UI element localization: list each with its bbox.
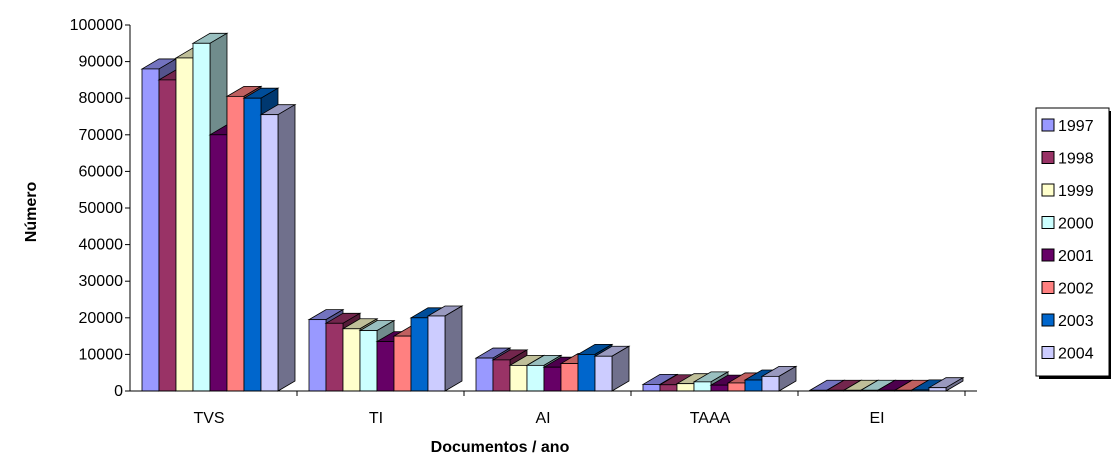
legend-label: 2004 [1058, 346, 1094, 363]
bar-front [158, 79, 177, 392]
bar [760, 365, 798, 392]
legend-label: 1999 [1058, 183, 1094, 200]
y-tick-label: 90000 [79, 54, 124, 71]
legend-swatch [1041, 248, 1055, 262]
legend-swatch [1041, 183, 1055, 197]
bar-front [560, 363, 579, 392]
legend-label: 2002 [1058, 281, 1094, 298]
legend-label: 1997 [1058, 118, 1094, 135]
x-axis-title: Documentos / ano [431, 439, 570, 456]
bar-front [509, 364, 528, 392]
legend-swatch [1041, 216, 1055, 229]
bar-front [393, 335, 412, 392]
bar-front [761, 375, 780, 392]
y-tick-label: 30000 [79, 273, 124, 290]
y-tick-label: 100000 [70, 17, 123, 34]
bar-front [676, 383, 695, 392]
bar-front [175, 57, 194, 392]
bar-front [226, 95, 245, 392]
bar [927, 377, 965, 392]
bar-front [410, 317, 429, 392]
x-tick-label: EI [869, 410, 884, 427]
y-tick-label: 50000 [79, 200, 124, 217]
bar-front [693, 381, 712, 392]
bars-layer [140, 32, 965, 392]
bar-front [342, 328, 361, 392]
axes-layer: 0 10000 20000 30000 40000 50000 60000 70000 8000… [70, 17, 977, 427]
y-tick-label: 0 [114, 383, 123, 400]
bar [593, 345, 631, 392]
bar-front [475, 357, 494, 392]
bar-front [308, 319, 327, 392]
y-tick-label: 70000 [79, 127, 124, 144]
y-tick-label: 20000 [79, 310, 124, 327]
bar-front [209, 134, 228, 392]
y-tick-label: 10000 [79, 346, 124, 363]
y-axis-title: Número [23, 182, 40, 243]
bar-front [325, 322, 344, 392]
y-tick-label: 40000 [79, 237, 124, 254]
bar-front [376, 341, 395, 392]
bar-front [141, 68, 160, 392]
legend-label: 2001 [1058, 248, 1094, 265]
legend-swatch [1041, 313, 1055, 327]
bar-front [427, 315, 446, 392]
bar [426, 305, 464, 392]
bar-front [543, 366, 562, 392]
legend-swatch [1041, 118, 1055, 132]
bar-front [594, 355, 613, 392]
legend: 1997 1998 1999 2000 2001 2002 2003 2004 [1035, 107, 1111, 379]
bar-front [727, 382, 746, 392]
bar-front [642, 384, 661, 392]
legend-box [1035, 107, 1110, 377]
legend-swatch [1041, 151, 1055, 164]
legend-swatch [1041, 281, 1055, 294]
bar-front [192, 42, 211, 392]
bar-front [659, 384, 678, 392]
bar-front [577, 353, 596, 392]
legend-label: 2003 [1058, 313, 1094, 330]
y-tick-label: 60000 [79, 163, 124, 180]
bar-front [359, 330, 378, 392]
bar-side [444, 305, 463, 392]
bar-side [277, 103, 296, 392]
x-tick-label: TAAA [690, 410, 731, 427]
x-tick-label: TI [369, 410, 383, 427]
bar [259, 103, 297, 392]
bar-front [526, 364, 545, 392]
legend-swatch [1041, 346, 1055, 359]
y-tick-label: 80000 [79, 90, 124, 107]
x-tick-label: AI [535, 410, 550, 427]
bar-front [243, 97, 262, 392]
bar-front [260, 114, 279, 392]
bar-front [710, 384, 729, 392]
bar-front [744, 379, 763, 392]
legend-label: 1998 [1058, 151, 1094, 168]
x-tick-label: TVS [193, 410, 224, 427]
legend-label: 2000 [1058, 216, 1094, 233]
bar-front [492, 359, 511, 392]
